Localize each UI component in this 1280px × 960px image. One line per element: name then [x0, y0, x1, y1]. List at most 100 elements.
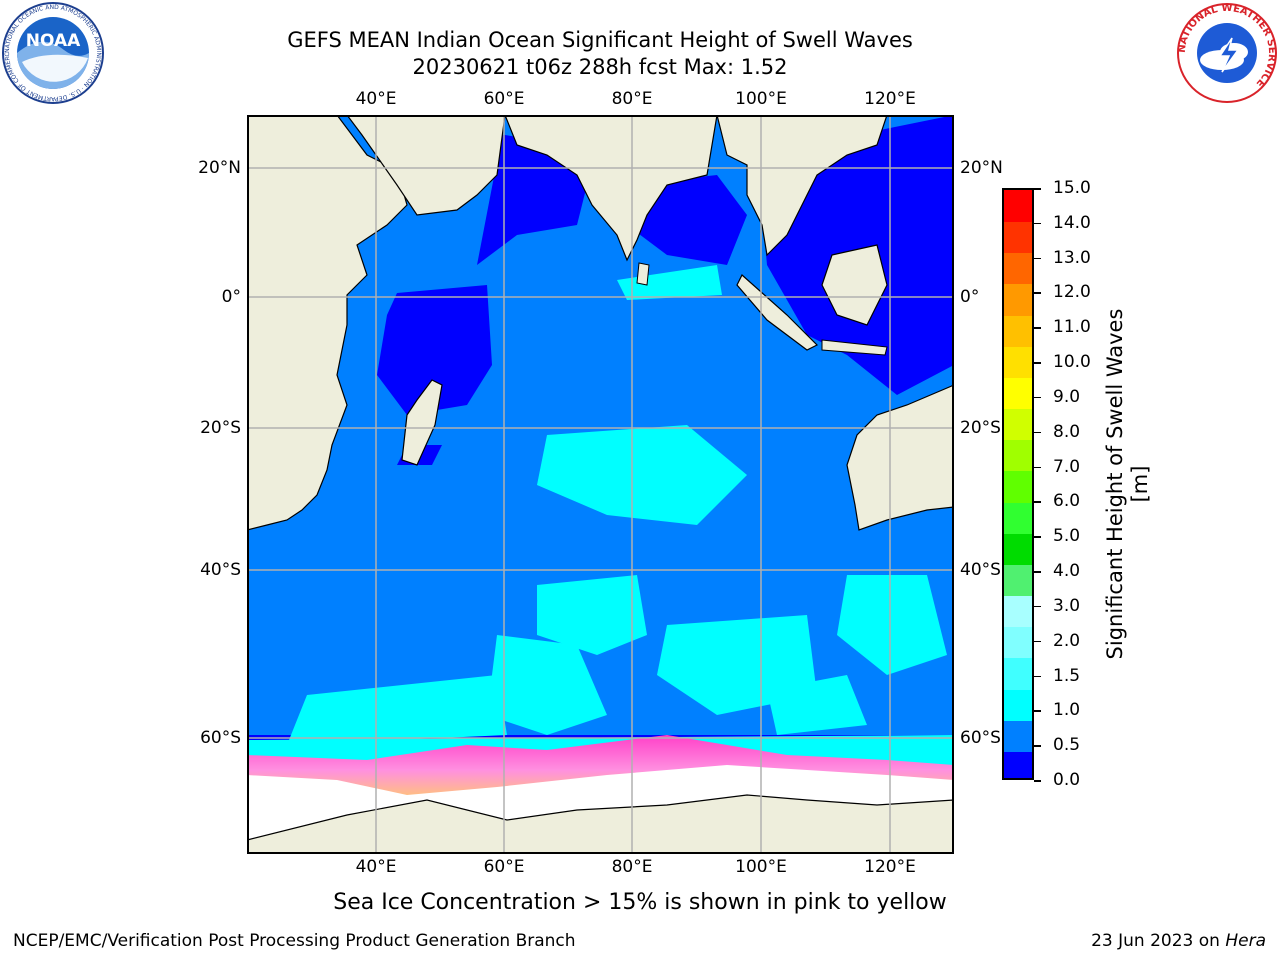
- colorbar-cell: [1004, 408, 1032, 441]
- sri-lanka: [636, 262, 650, 286]
- colorbar-tick-mark: [1034, 327, 1041, 329]
- noaa-logo-text: NOAA: [26, 31, 81, 51]
- lat-tick-right-40s: 40°S: [960, 560, 1001, 580]
- colorbar-cell: [1004, 750, 1032, 778]
- australia: [846, 384, 955, 531]
- lat-tick-left-20n: 20°N: [198, 158, 241, 178]
- colorbar-tick-mark: [1034, 780, 1041, 782]
- colorbar-cell: [1004, 252, 1032, 285]
- colorbar-tick-label: 13.0: [1053, 247, 1091, 268]
- colorbar-tick-mark: [1034, 675, 1041, 678]
- colorbar-tick-mark: [1034, 605, 1041, 608]
- lat-tick-right-60s: 60°S: [960, 728, 1001, 748]
- sumatra: [736, 274, 819, 351]
- colorbar-tick-mark: [1034, 640, 1041, 643]
- lon-tick-top-80e: 80°E: [611, 89, 653, 109]
- java: [821, 339, 888, 356]
- lon-tick-bottom-40e: 40°E: [355, 857, 397, 877]
- noaa-logo: NATIONAL OCEANIC AND ATMOSPHERIC ADMINIS…: [0, 0, 104, 104]
- colorbar-cell: [1004, 221, 1032, 254]
- colorbar-tick-mark: [1034, 188, 1041, 190]
- lon-tick-bottom-100e: 100°E: [735, 857, 787, 877]
- colorbar-cell: [1004, 626, 1032, 659]
- colorbar-cell: [1004, 501, 1032, 534]
- lon-tick-top-120e: 120°E: [864, 89, 916, 109]
- colorbar-tick-mark: [1034, 431, 1041, 434]
- colorbar-tick-mark: [1034, 571, 1041, 573]
- colorbar-tick-mark: [1034, 222, 1041, 225]
- colorbar-cell: [1004, 190, 1032, 223]
- colorbar-cell: [1004, 657, 1032, 690]
- colorbar-tick-label: 15.0: [1053, 178, 1091, 198]
- lon-tick-bottom-120e: 120°E: [864, 857, 916, 877]
- colorbar-tick-label: 6.0: [1053, 491, 1081, 512]
- colorbar-cell: [1004, 563, 1032, 597]
- colorbar-tick-mark: [1034, 710, 1041, 712]
- colorbar-tick-label: 3.0: [1053, 595, 1081, 616]
- colorbar-tick-mark: [1034, 466, 1041, 469]
- madagascar: [401, 379, 443, 466]
- lat-tick-right-20n: 20°N: [960, 158, 1003, 178]
- lon-tick-bottom-80e: 80°E: [611, 857, 653, 877]
- colorbar-tick-label: 12.0: [1053, 282, 1091, 303]
- lat-tick-right-20s: 20°S: [960, 418, 1001, 438]
- chart-subtitle: 20230621 t06z 288h fcst Max: 1.52: [412, 55, 788, 79]
- colorbar-tick-mark: [1034, 396, 1041, 399]
- colorbar-tick-label: 0.0: [1053, 770, 1081, 790]
- colorbar-tick-label: 5.0: [1053, 526, 1081, 547]
- colorbar-tick-label: 1.0: [1053, 700, 1081, 721]
- colorbar-cell: [1004, 345, 1032, 378]
- colorbar-tick-label: 7.0: [1053, 456, 1081, 477]
- lon-tick-top-40e: 40°E: [355, 89, 397, 109]
- colorbar-cell: [1004, 439, 1032, 472]
- map-gridlines: [247, 115, 954, 854]
- lat-tick-left-20s: 20°S: [200, 418, 241, 438]
- colorbar-cell: [1004, 283, 1032, 316]
- colorbar-cell: [1004, 314, 1032, 347]
- lat-tick-left-60s: 60°S: [200, 728, 241, 748]
- colorbar-tick-label: 2.0: [1053, 630, 1081, 651]
- borneo: [821, 244, 888, 326]
- host-name: Hera: [1225, 931, 1266, 951]
- colorbar-tick-mark: [1034, 501, 1041, 503]
- lat-tick-right-0: 0°: [960, 287, 980, 307]
- lon-tick-top-100e: 100°E: [735, 89, 787, 109]
- colorbar-tick-label: 11.0: [1053, 317, 1091, 338]
- arabia: [345, 114, 506, 216]
- lat-tick-left-40s: 40°S: [200, 560, 241, 580]
- nws-logo: NATIONAL WEATHER SERVICE: [1176, 2, 1278, 104]
- colorbar-tick-label: 8.0: [1053, 421, 1081, 442]
- southeast-asia: [716, 114, 888, 257]
- colorbar-tick-label: 4.0: [1053, 561, 1081, 582]
- lon-tick-bottom-60e: 60°E: [483, 857, 525, 877]
- colorbar-tick-label: 10.0: [1053, 352, 1091, 373]
- india: [504, 114, 718, 262]
- chart-title: GEFS MEAN Indian Ocean Significant Heigh…: [287, 28, 913, 52]
- colorbar-tick-mark: [1034, 257, 1041, 260]
- sea-ice-note: Sea Ice Concentration > 15% is shown in …: [333, 890, 947, 915]
- colorbar-cell: [1004, 688, 1032, 721]
- colorbar-tick-mark: [1034, 745, 1041, 747]
- colorbar: [1002, 188, 1034, 780]
- lon-tick-top-60e: 60°E: [483, 89, 525, 109]
- colorbar-cell: [1004, 595, 1032, 628]
- colorbar-tick-label: 0.5: [1053, 735, 1081, 756]
- credit-line: NCEP/EMC/Verification Post Processing Pr…: [13, 931, 576, 951]
- colorbar-tick-label: 14.0: [1053, 212, 1091, 233]
- colorbar-tick-mark: [1034, 362, 1041, 364]
- colorbar-cell: [1004, 376, 1032, 410]
- swell-height-map: [246, 114, 955, 855]
- run-date-text: 23 Jun 2023 on: [1091, 931, 1220, 951]
- colorbar-tick-mark: [1034, 536, 1041, 538]
- colorbar-cell: [1004, 470, 1032, 503]
- map-svg: [246, 114, 955, 855]
- map-border: [247, 115, 954, 854]
- colorbar-cell: [1004, 532, 1032, 565]
- run-date: 23 Jun 2023 on Hera: [1091, 931, 1266, 951]
- colorbar-title: Significant Height of Swell Waves [m]: [1103, 308, 1152, 660]
- colorbar-tick-label: 1.5: [1053, 665, 1081, 686]
- lat-tick-left-0: 0°: [221, 287, 241, 307]
- colorbar-tick-label: 9.0: [1053, 386, 1081, 407]
- colorbar-cell: [1004, 719, 1032, 752]
- colorbar-tick-mark: [1034, 292, 1041, 294]
